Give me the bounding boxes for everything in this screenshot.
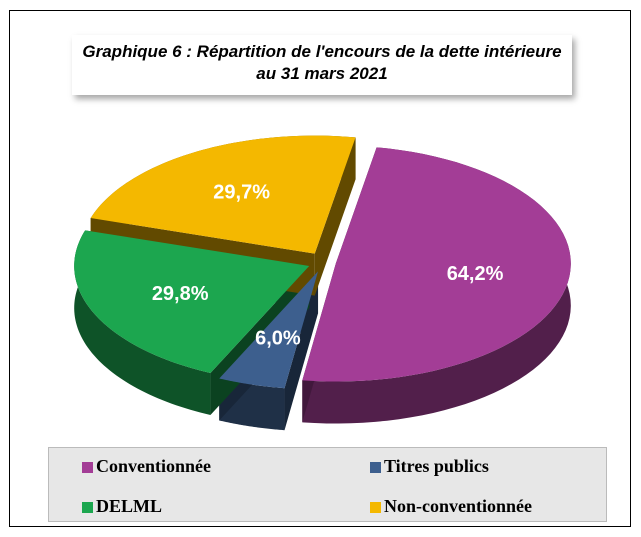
slice	[302, 147, 571, 382]
legend-swatch	[82, 502, 93, 513]
data-label: 29,7%	[213, 181, 270, 203]
legend-swatch	[370, 502, 381, 513]
legend-label: Conventionnée	[96, 456, 211, 476]
legend-swatch	[370, 462, 381, 473]
slice	[219, 271, 319, 389]
legend-label: Non-conventionnée	[384, 496, 532, 516]
slice-face	[314, 137, 356, 296]
data-label: 6,0%	[255, 328, 301, 350]
legend	[48, 447, 607, 522]
slice	[74, 230, 310, 374]
slice	[90, 135, 356, 254]
legend-label: Titres publics	[384, 456, 489, 476]
data-label: 64,2%	[447, 263, 504, 285]
slice-side	[74, 230, 211, 416]
legend-label: DELML	[96, 496, 162, 516]
chart-title: Graphique 6 : Répartition de l'encours d…	[72, 35, 572, 95]
data-label: 29,8%	[152, 283, 209, 305]
legend-swatch	[82, 462, 93, 473]
